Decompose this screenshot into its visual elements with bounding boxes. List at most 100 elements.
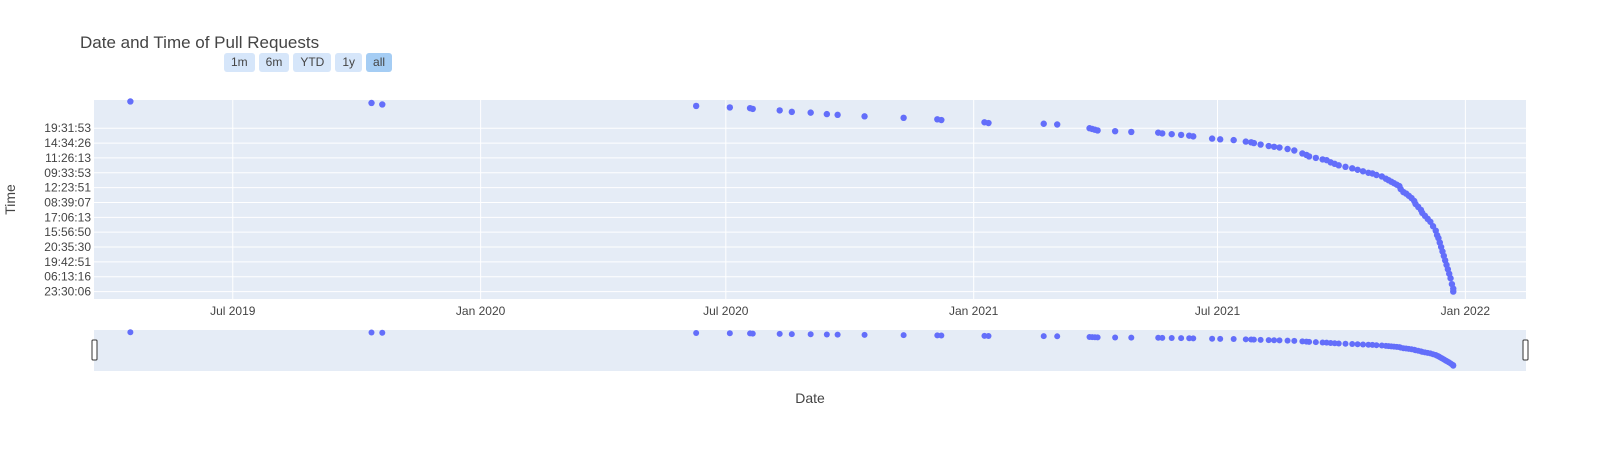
slider-data-point: [807, 331, 814, 338]
data-point: [368, 99, 375, 107]
data-point: [1177, 131, 1185, 139]
data-point: [1276, 144, 1283, 151]
slider-data-point: [1342, 340, 1349, 347]
y-tick-label: 23:30:06: [44, 285, 91, 299]
range-button-ytd[interactable]: YTD: [293, 53, 332, 72]
y-tick-label: 17:06:13: [44, 210, 91, 224]
data-point: [1342, 163, 1349, 171]
data-point: [776, 107, 783, 114]
data-point: [985, 119, 992, 127]
data-point: [1053, 121, 1061, 128]
plot-background: [94, 100, 1526, 299]
slider-data-point: [1128, 334, 1135, 341]
y-tick-label: 09:33:53: [44, 166, 91, 180]
range-button-1y[interactable]: 1y: [335, 53, 363, 72]
slider-data-point: [1354, 341, 1361, 348]
data-point: [900, 114, 907, 122]
data-point: [1128, 128, 1135, 136]
slider-data-point: [834, 331, 841, 338]
grid-lines: [94, 100, 1526, 299]
y-tick-label: 06:13:16: [44, 270, 91, 284]
data-point: [1450, 288, 1457, 295]
slider-data-point: [1217, 335, 1224, 342]
x-tick-label: Jan 2022: [1441, 304, 1491, 318]
data-point: [726, 104, 734, 111]
data-point: [1111, 127, 1119, 135]
y-tick-label: 11:26:13: [45, 151, 91, 165]
data-point: [1230, 136, 1237, 144]
slider-data-point: [693, 330, 700, 337]
data-point: [861, 113, 868, 120]
slider-data-point: [1159, 334, 1166, 341]
data-point: [1094, 127, 1101, 134]
y-axis-title: Time: [2, 184, 18, 215]
data-point: [1354, 166, 1361, 173]
data-point: [1265, 142, 1272, 150]
data-point: [1208, 135, 1216, 142]
range-slider-right-handle[interactable]: [1522, 339, 1529, 361]
data-point: [1217, 136, 1224, 143]
data-point: [1447, 275, 1454, 282]
slider-data-point: [1271, 337, 1278, 344]
data-point: [127, 98, 134, 105]
data-point: [1373, 171, 1380, 179]
slider-data-point: [1276, 337, 1283, 344]
y-tick-label: 12:23:51: [44, 181, 91, 195]
data-point: [1284, 145, 1291, 153]
slider-data-point: [861, 331, 868, 338]
data-point: [1040, 120, 1047, 127]
range-selector: 1m 6m YTD 1y all: [224, 53, 393, 72]
data-point: [1159, 130, 1166, 137]
y-tick-label: 14:34:26: [44, 136, 91, 150]
slider-data-point: [1450, 362, 1457, 369]
slider-data-point: [938, 332, 945, 339]
slider-data-point: [1359, 341, 1366, 348]
slider-data-point: [788, 331, 795, 338]
data-point: [807, 109, 814, 116]
slider-data-point: [1257, 336, 1264, 343]
data-point: [1257, 141, 1264, 148]
y-tick-label: 08:39:07: [44, 195, 91, 209]
range-button-1m[interactable]: 1m: [224, 53, 255, 72]
data-point: [1242, 138, 1249, 145]
data-point: [1190, 133, 1197, 140]
y-tick-label: 19:31:53: [44, 121, 91, 135]
slider-data-point: [379, 329, 386, 336]
slider-data-point: [1094, 334, 1101, 341]
slider-data-point: [1349, 341, 1356, 348]
x-axis-ticks: Jul 2019 Jan 2020 Jul 2020 Jan 2021 Jul 2021…: [210, 304, 1490, 318]
y-tick-label: 19:42:51: [44, 255, 91, 269]
scatter-points: [127, 98, 1457, 295]
slider-data-point: [1209, 335, 1216, 342]
x-tick-label: Jan 2020: [456, 304, 506, 318]
slider-data-point: [823, 331, 830, 338]
range-slider-left-handle[interactable]: [91, 339, 98, 361]
data-point: [1312, 154, 1320, 162]
slider-data-point: [368, 329, 375, 336]
chart-title: Date and Time of Pull Requests: [80, 33, 320, 52]
x-axis-title: Date: [795, 390, 825, 406]
data-point: [1359, 168, 1367, 175]
y-tick-label: 15:56:50: [44, 225, 91, 239]
slider-data-point: [1178, 335, 1185, 342]
data-point: [938, 116, 945, 124]
slider-data-point: [1250, 336, 1257, 343]
slider-data-point: [1054, 333, 1061, 340]
slider-data-point: [127, 329, 134, 336]
slider-data-point: [1190, 335, 1197, 342]
data-point: [1270, 143, 1278, 150]
data-point: [834, 111, 841, 119]
slider-data-point: [1265, 337, 1272, 344]
y-axis-ticks: 23:30:0606:13:1619:42:5120:35:3015:56:50…: [44, 121, 91, 298]
slider-data-point: [1284, 337, 1291, 344]
range-button-all[interactable]: all: [366, 53, 393, 72]
y-tick-label: 20:35:30: [44, 240, 91, 254]
slider-data-point: [776, 330, 783, 337]
slider-data-point: [1373, 342, 1380, 349]
slider-data-point: [726, 330, 733, 337]
data-point: [1250, 139, 1258, 147]
range-button-6m[interactable]: 6m: [258, 53, 290, 72]
slider-data-point: [985, 333, 992, 340]
slider-data-point: [900, 332, 907, 339]
